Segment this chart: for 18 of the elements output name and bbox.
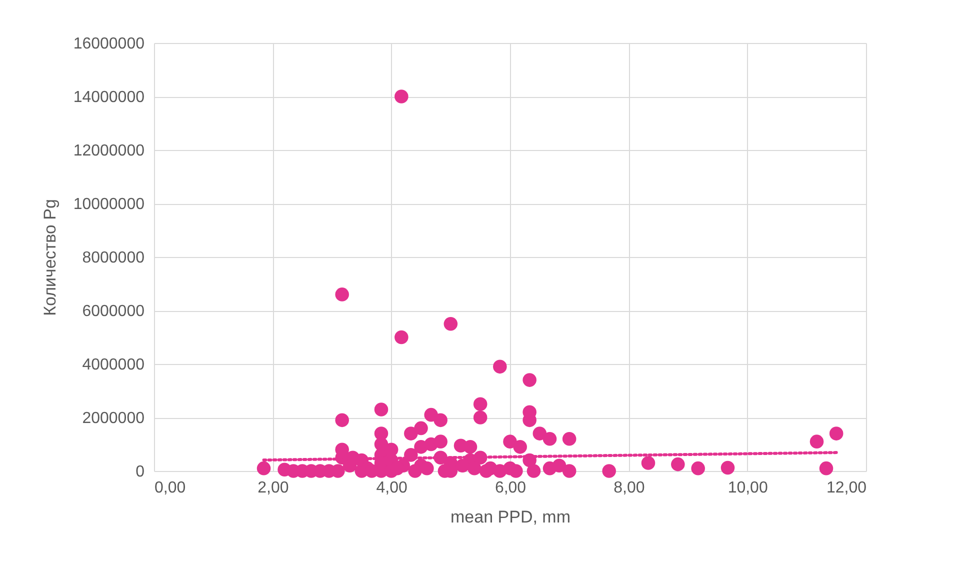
y-tick-label: 14000000 xyxy=(73,89,145,106)
x-axis-title: mean PPD, mm xyxy=(450,508,570,526)
x-tick-label: 4,00 xyxy=(376,480,408,496)
x-tick-label: 10,00 xyxy=(728,480,768,496)
y-tick-label: 2000000 xyxy=(82,410,145,427)
y-tick-label: 0 xyxy=(136,464,145,480)
x-tick-label: 0,00 xyxy=(154,480,186,496)
x-tick-label: 2,00 xyxy=(258,480,289,496)
y-tick-label: 6000000 xyxy=(82,303,145,320)
y-tick-label: 12000000 xyxy=(73,142,145,160)
x-tick-label: 8,00 xyxy=(614,480,645,496)
x-tick-label: 6,00 xyxy=(494,480,526,496)
x-tick-label: 12,00 xyxy=(826,480,867,496)
y-tick-label: 16000000 xyxy=(73,36,145,52)
y-axis-title: Количество Pg xyxy=(40,199,60,316)
y-tick-label: 10000000 xyxy=(73,196,145,213)
y-tick-label: 4000000 xyxy=(82,356,145,374)
y-tick-label: 8000000 xyxy=(82,250,145,266)
